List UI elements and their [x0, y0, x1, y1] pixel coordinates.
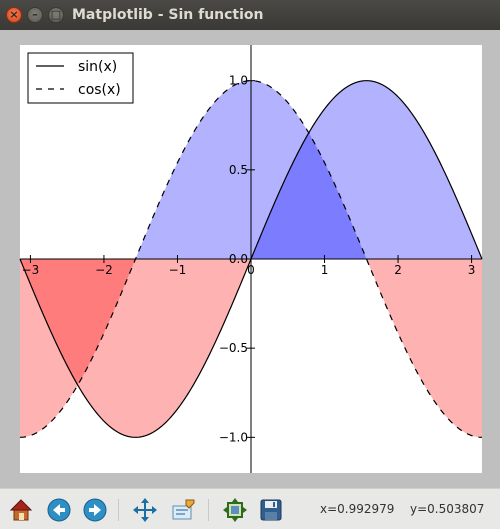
- y-tick-label: 0.5: [229, 163, 248, 177]
- close-window-button[interactable]: ×: [6, 7, 22, 23]
- legend-label: sin(x): [78, 59, 117, 75]
- x-tick-label: −3: [22, 263, 40, 277]
- chart[interactable]: −3 −2 −1 0 1 2 3 −1.0 −0.5 0.0 0.5 1.0 sin(x) cos(x): [0, 30, 500, 488]
- minimize-icon: –: [32, 8, 38, 21]
- zoom-rect-icon[interactable]: [170, 497, 196, 523]
- legend-box: [27, 52, 134, 104]
- x-tick-label: 0: [247, 263, 255, 277]
- x-tick-label: −1: [169, 263, 187, 277]
- x-tick-label: 2: [394, 263, 402, 277]
- sinx-fill-positive: [20, 80, 482, 259]
- pan-icon[interactable]: [132, 497, 158, 523]
- legend-label: cos(x): [78, 82, 121, 98]
- cosx-series-line: [19, 80, 483, 438]
- home-icon[interactable]: [8, 497, 34, 523]
- y-tick-label: −1.0: [219, 430, 248, 444]
- sinx-fill-negative: [20, 259, 482, 438]
- y-tick-label: −0.5: [219, 341, 248, 355]
- y-tick-label: 0.0: [229, 252, 248, 266]
- window-title: Matplotlib - Sin function: [72, 7, 264, 23]
- forward-arrow-icon[interactable]: [82, 497, 108, 523]
- figure-canvas[interactable]: −3 −2 −1 0 1 2 3 −1.0 −0.5 0.0 0.5 1.0 sin(x) cos(x): [0, 30, 500, 488]
- cursor-y-readout: y=0.503807: [410, 502, 485, 516]
- x-tick-label: 1: [321, 263, 329, 277]
- navigation-toolbar: x=0.992979 y=0.503807: [0, 488, 500, 529]
- minimize-window-button[interactable]: –: [27, 7, 43, 23]
- toolbar-separator: [118, 499, 119, 521]
- x-tick-label: −2: [95, 263, 113, 277]
- y-tick-label: 1.0: [229, 74, 248, 88]
- maximize-icon: □: [50, 8, 62, 21]
- window-titlebar: × – □ Matplotlib - Sin function: [0, 0, 500, 30]
- back-arrow-icon[interactable]: [46, 497, 72, 523]
- cursor-x-readout: x=0.992979: [320, 502, 395, 516]
- maximize-window-button[interactable]: □: [48, 7, 64, 23]
- save-icon[interactable]: [258, 497, 284, 523]
- subplots-configure-icon[interactable]: [222, 497, 248, 523]
- close-icon: ×: [9, 8, 19, 21]
- toolbar-separator: [208, 499, 209, 521]
- cosx-fill-negative: [20, 259, 482, 438]
- x-tick-label: 3: [468, 263, 476, 277]
